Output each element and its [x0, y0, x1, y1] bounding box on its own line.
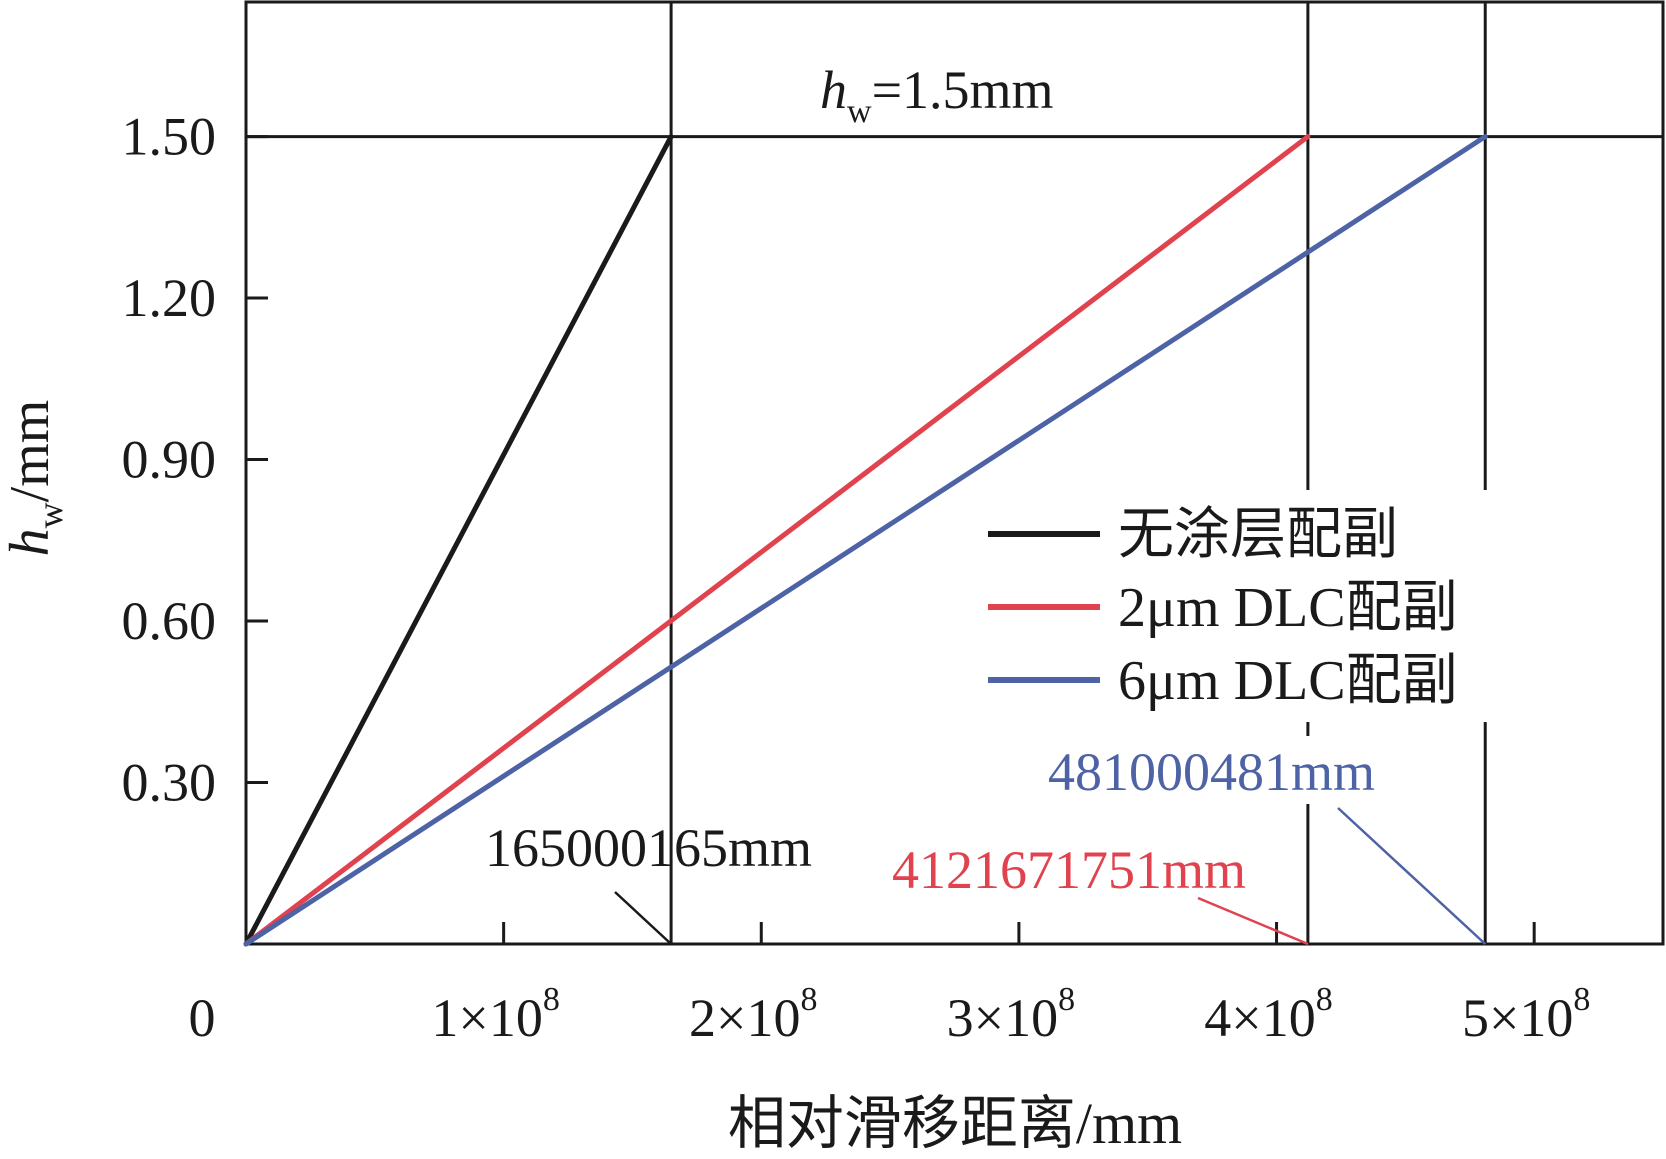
y-tick-label: 1.50: [122, 107, 217, 167]
y-tick-label: 0.30: [122, 753, 217, 813]
annotation-leader-uncoated: [614, 891, 672, 945]
threshold-label-rest: =1.5mm: [872, 60, 1054, 120]
x-tick-label-exp: 8: [1573, 981, 1590, 1018]
y-axis-label-unit: /mm: [0, 400, 61, 503]
y-tick-label: 0.60: [122, 591, 217, 651]
legend-label-2um-dlc: 2μm DLC配副: [1118, 577, 1458, 639]
x-tick-label: 2×108: [689, 981, 817, 1048]
x-tick-label-exp: 8: [1316, 981, 1333, 1018]
threshold-label-main: h: [820, 60, 847, 120]
plot-frame: [244, 0, 1665, 946]
y-axis-label-sub: w: [30, 502, 70, 528]
x-tick-label: 1×108: [431, 981, 559, 1048]
series-line-6um-dlc: [243, 134, 1488, 947]
x-tick-label: 4×108: [1204, 981, 1332, 1048]
x-tick-label-base: 5×10: [1462, 988, 1573, 1048]
threshold-label: hw=1.5mm: [820, 60, 1054, 130]
x-tick-label-exp: 8: [801, 981, 818, 1018]
series-line-2um-dlc: [243, 134, 1311, 947]
x-tick-label-exp: 8: [1058, 981, 1075, 1018]
x-tick-label-base: 2×10: [689, 988, 800, 1048]
y-tick-label: 0.90: [122, 430, 217, 490]
x-tick-label: 3×108: [947, 981, 1075, 1048]
legend-label-uncoated: 无涂层配副: [1118, 504, 1398, 566]
x-tick-label-base: 4×10: [1204, 988, 1315, 1048]
x-axis-label: 相对滑移距离/mm: [728, 1091, 1182, 1156]
x-tick-label-base: 3×10: [947, 988, 1058, 1048]
y-axis-label-main: h: [0, 528, 61, 556]
annotation-leader-6um-dlc: [1337, 807, 1487, 945]
annotation-leader-2um-dlc: [1197, 896, 1309, 946]
x-tick-label: 5×108: [1462, 981, 1590, 1048]
x-tick-label-exp: 8: [543, 981, 560, 1018]
y-axis-label: hw/mm: [0, 400, 70, 557]
legend: 无涂层配副 2μm DLC配副 6μm DLC配副: [988, 504, 1458, 712]
annotation-uncoated: 165000165mm: [485, 818, 812, 878]
y-axis-ticks: 0.30 0.60 0.90 1.20 1.50: [122, 107, 268, 813]
y-tick-label: 1.20: [122, 268, 217, 328]
legend-label-6um-dlc: 6μm DLC配副: [1118, 650, 1458, 712]
x-origin-label: 0: [189, 988, 216, 1048]
x-axis-ticks: 1×108 2×108 3×108 4×108 5×108: [431, 922, 1590, 1048]
threshold-label-sub: w: [847, 93, 872, 130]
annotation-6um-dlc: 481000481mm: [1048, 742, 1375, 802]
annotation-background: [1045, 736, 1425, 804]
annotation-2um-dlc: 4121671751mm: [892, 840, 1246, 900]
x-tick-label-base: 1×10: [431, 988, 542, 1048]
series-line-uncoated: [243, 134, 674, 947]
